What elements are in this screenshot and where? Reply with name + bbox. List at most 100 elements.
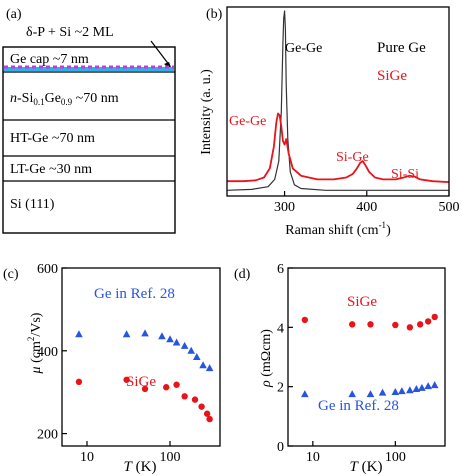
- raman-plot-frame: [226, 6, 450, 197]
- raman-series-pure-ge: [226, 10, 449, 191]
- mobility-plot-frame: [61, 267, 221, 447]
- panel-c-mobility: (c) μ (cm2/Vs) 200 400 600 10 100 Ge in Ref.…: [3, 262, 221, 475]
- mobility-point-ge-ref: [192, 353, 201, 360]
- mobility-y-axis-label: μ (cm2/Vs): [26, 312, 44, 374]
- panel-b-raman: (b) Intensity (a. u.) 300 400 500 Raman sh…: [199, 6, 460, 238]
- layer-n-sige-suffix: ~70 nm: [72, 91, 119, 106]
- resistivity-x-tick-label: 100: [385, 450, 406, 465]
- resistivity-y-tick-label: 4: [277, 321, 284, 336]
- mobility-markers: [75, 329, 214, 423]
- resistivity-markers: [301, 313, 439, 398]
- mobility-x-axis-unit: (K): [132, 459, 157, 475]
- raman-plot-area: [226, 10, 450, 191]
- mobility-point-sige: [123, 376, 130, 383]
- resistivity-point-ge-ref: [406, 386, 414, 394]
- mobility-ticks: 200 400 600 10 100: [37, 262, 181, 465]
- resistivity-label-sige: SiGe: [347, 294, 377, 310]
- resistivity-x-axis-label: T (K): [350, 459, 383, 475]
- resistivity-point-ge-ref: [398, 387, 406, 395]
- resistivity-point-sige: [431, 313, 438, 321]
- mobility-point-sige: [141, 385, 149, 393]
- delta-doping-annotation: δ-P + Si ~2 ML: [26, 25, 114, 40]
- mobility-point-sige: [181, 393, 188, 400]
- panel-a-label: (a): [6, 7, 22, 22]
- mobility-y-axis-unit-a: (cm: [29, 341, 44, 366]
- resistivity-y-axis-unit: (mΩcm): [259, 329, 274, 381]
- legend-sige: SiGe: [377, 68, 407, 84]
- mobility-point-ge-ref: [122, 330, 131, 338]
- resistivity-point-ge-ref: [412, 385, 421, 393]
- raman-x-tick-label: 500: [439, 200, 460, 215]
- resistivity-plot-frame: [287, 267, 446, 447]
- mobility-point-sige: [75, 378, 83, 386]
- mobility-y-tick-label: 400: [37, 345, 58, 360]
- resistivity-point-sige: [406, 324, 414, 331]
- resistivity-point-sige: [348, 321, 356, 328]
- mobility-label-ge-ref: Ge in Ref. 28: [94, 286, 175, 302]
- mobility-x-tick-label: 10: [80, 450, 94, 465]
- mobility-point-sige: [173, 381, 180, 388]
- layer-ge-cap: Ge cap ~7 nm: [10, 52, 89, 67]
- si-monolayer-band: [4, 67, 174, 71]
- resistivity-point-sige: [424, 318, 432, 325]
- annotation-ge-ge-pure: Ge-Ge: [285, 41, 322, 56]
- mobility-point-sige: [198, 403, 205, 410]
- layer-stack-frame: [2, 46, 176, 234]
- annotation-si-ge: Si-Ge: [336, 150, 369, 165]
- mobility-label-sige: SiGe: [126, 374, 156, 390]
- mobility-point-ge-ref: [180, 341, 189, 349]
- mobility-x-axis-symbol: T: [124, 459, 134, 475]
- panel-a-layer-stack: (a) δ-P + Si ~2 ML Ge cap ~7 nm n-Si0.1G…: [2, 7, 176, 234]
- panel-d-label: (d): [234, 267, 251, 282]
- resistivity-y-axis-symbol: ρ: [259, 380, 274, 388]
- resistivity-point-sige: [416, 321, 424, 328]
- mobility-y-axis-sup: 2: [26, 337, 36, 342]
- resistivity-point-ge-ref: [391, 388, 400, 396]
- raman-x-axis-label: Raman shift (cm-1): [285, 220, 391, 238]
- panel-d-resistivity: (d) ρ (mΩcm) 0 2 4 6 10 100 SiGe Ge in Ref. 2…: [234, 262, 446, 475]
- resistivity-y-tick-label: 2: [277, 381, 284, 396]
- mobility-x-axis-label: T (K): [124, 459, 157, 475]
- mobility-point-sige: [203, 410, 211, 417]
- panel-c-label: (c): [3, 267, 19, 282]
- annotation-ge-ge-sige: Ge-Ge: [229, 114, 266, 129]
- resistivity-y-axis-label: ρ (mΩcm): [259, 329, 274, 388]
- resistivity-x-axis-unit: (K): [358, 459, 383, 475]
- resistivity-point-sige: [301, 316, 309, 324]
- resistivity-point-ge-ref: [301, 390, 309, 398]
- mobility-point-sige: [163, 384, 170, 391]
- layer-n-sige-main: -Si: [17, 91, 33, 106]
- raman-x-tick-label: 300: [274, 200, 295, 215]
- layer-n-sige-prefix: n: [10, 91, 17, 106]
- layer-ht-ge: HT-Ge ~70 nm: [10, 131, 95, 146]
- legend-pure-ge: Pure Ge: [377, 40, 426, 56]
- resistivity-point-ge-ref: [378, 388, 387, 396]
- mobility-y-axis-unit-b: /Vs): [29, 312, 44, 336]
- raman-series-sige: [227, 112, 450, 183]
- raman-x-axis-label-end: ): [386, 223, 391, 238]
- resistivity-label-ge-ref: Ge in Ref. 28: [318, 398, 399, 414]
- mobility-point-ge-ref: [75, 330, 83, 338]
- mobility-point-ge-ref: [166, 335, 174, 343]
- resistivity-y-tick-label: 0: [277, 440, 284, 455]
- mobility-point-ge-ref: [158, 332, 166, 340]
- mobility-y-tick-label: 200: [37, 428, 58, 443]
- layer-n-sige: n-Si0.1Ge0.9 ~70 nm: [10, 91, 119, 107]
- annotation-arrow-line: [150, 40, 171, 67]
- mobility-point-ge-ref: [199, 361, 207, 369]
- resistivity-ticks: 0 2 4 6 10 100: [277, 262, 406, 465]
- layer-n-sige-sub1: 0.1: [33, 97, 44, 107]
- mobility-y-axis-symbol: μ: [29, 366, 44, 374]
- resistivity-point-ge-ref: [366, 390, 375, 398]
- mobility-point-ge-ref: [141, 329, 149, 337]
- raman-y-axis-label: Intensity (a. u.): [199, 69, 214, 155]
- resistivity-point-ge-ref: [430, 381, 439, 389]
- resistivity-point-ge-ref: [348, 390, 356, 398]
- mobility-point-sige: [191, 396, 199, 403]
- layer-si-substrate: Si (111): [10, 197, 55, 212]
- resistivity-point-sige: [392, 321, 399, 329]
- mobility-point-sige: [206, 415, 213, 423]
- layer-n-sige-sub2: 0.9: [61, 97, 73, 107]
- raman-x-ticks: 300 400 500: [274, 191, 460, 215]
